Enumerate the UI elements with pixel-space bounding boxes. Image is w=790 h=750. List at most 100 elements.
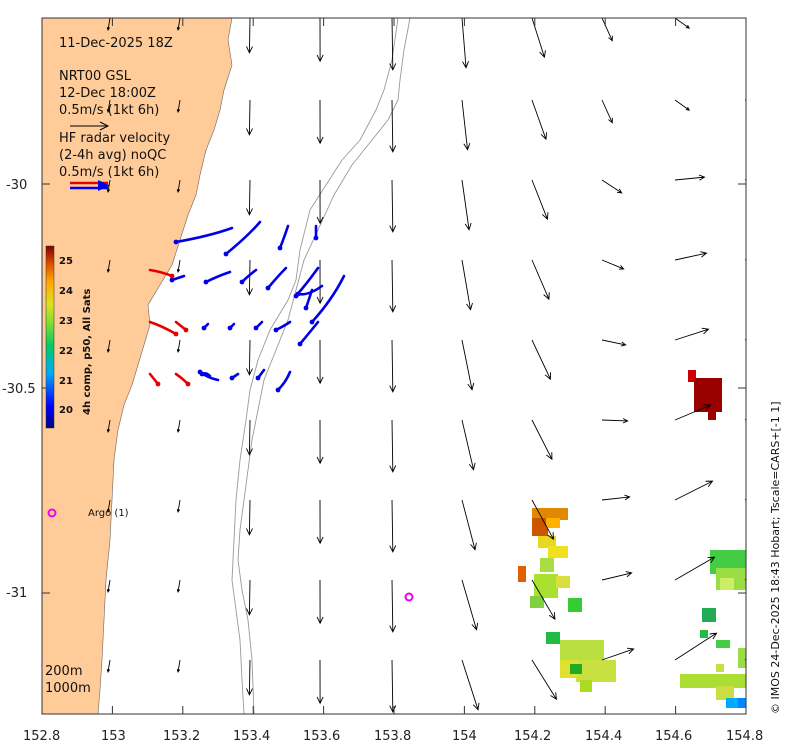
model-arrow <box>674 480 714 501</box>
model-arrow <box>246 579 253 616</box>
model-arrow <box>744 99 746 101</box>
radar-velocity-arrows <box>148 220 346 393</box>
contour-1000-label: 1000m <box>45 681 91 696</box>
model-arrow <box>744 258 746 261</box>
model-arrow <box>176 179 181 194</box>
colorbar-tick: 23 <box>59 316 73 327</box>
x-tick-label: 153.2 <box>163 729 200 744</box>
model-arrow <box>461 179 472 231</box>
radar-arrowhead <box>185 381 191 387</box>
model-arrow <box>601 494 631 501</box>
radar-arrow <box>204 270 232 284</box>
model-arrow <box>674 632 718 661</box>
radar-arrow <box>274 320 292 332</box>
model-arrow <box>176 419 181 434</box>
colorbar-tick: 24 <box>59 286 73 297</box>
model-arrow <box>461 259 473 311</box>
sst-patch-east <box>680 550 746 708</box>
radar-arrow <box>148 320 178 336</box>
model-arrow <box>744 418 746 421</box>
model-arrow <box>176 659 181 674</box>
model-arrow <box>601 99 613 124</box>
x-axis-labels: 152.8 153 153.2 153.4 153.6 153.8 154 15… <box>23 729 763 744</box>
model-arrow <box>601 179 623 194</box>
model-arrow <box>674 99 691 111</box>
x-tick-label: 153.6 <box>303 729 340 744</box>
model-arrow <box>106 259 111 274</box>
model-arrow <box>461 659 480 711</box>
model-arrow <box>674 251 708 261</box>
x-tick-label: 154 <box>452 729 477 744</box>
x-tick-label: 152.8 <box>23 729 60 744</box>
contour-legend: 200m 1000m <box>45 664 91 696</box>
model-arrow <box>246 339 253 376</box>
model-arrow <box>674 18 691 29</box>
radar-arrowhead <box>273 327 279 333</box>
model-arrow <box>316 419 324 465</box>
model-time: 12-Dec 18:00Z <box>59 86 156 101</box>
radar-arrowhead <box>173 239 179 245</box>
model-arrow <box>461 499 477 551</box>
model-arrow <box>106 18 111 32</box>
model-arrow <box>316 339 324 385</box>
radar-arrowhead <box>255 375 261 381</box>
model-arrow <box>389 419 397 473</box>
radar-arrowhead <box>297 341 303 347</box>
radar-arrowhead <box>173 331 179 337</box>
model-arrow <box>531 259 550 301</box>
model-arrow <box>601 571 633 581</box>
model-arrow <box>531 179 549 221</box>
model-arrow <box>674 556 716 581</box>
model-arrow <box>316 499 324 545</box>
model-arrow <box>461 579 479 631</box>
radar-arrowhead <box>183 327 189 333</box>
radar-arrow <box>174 226 234 244</box>
radar-arrow <box>304 288 314 310</box>
model-arrow <box>389 659 397 713</box>
argo-marker <box>404 592 414 602</box>
model-arrow <box>246 499 253 536</box>
model-arrow <box>246 99 253 136</box>
model-arrow <box>531 99 548 141</box>
model-arrow <box>744 338 746 341</box>
model-arrow <box>106 339 111 354</box>
radar-arrow <box>224 220 262 256</box>
radar-arrowhead <box>295 291 301 297</box>
model-arrow <box>316 259 324 305</box>
colorbar-tick: 20 <box>59 405 73 416</box>
model-velocity-arrows <box>106 18 746 713</box>
contour-1000m <box>237 18 411 714</box>
colorbar-tick: 21 <box>59 376 73 387</box>
radar-arrow <box>240 268 258 284</box>
model-arrow <box>246 259 253 296</box>
radar-arrowhead <box>253 325 259 331</box>
model-arrow <box>745 18 746 19</box>
model-arrow <box>461 99 471 151</box>
contour-200-label: 200m <box>45 664 82 679</box>
model-arrow <box>531 499 554 541</box>
model-arrow <box>531 579 556 621</box>
radar-arrowhead <box>239 279 245 285</box>
model-arrow <box>389 179 397 233</box>
radar-scale-arrowhead <box>98 180 110 191</box>
model-arrow <box>531 659 557 701</box>
radar-arrowhead <box>169 273 175 279</box>
model-arrow <box>389 18 397 71</box>
model-arrow <box>316 579 324 625</box>
model-arrow <box>389 499 397 553</box>
model-arrow <box>531 339 551 381</box>
radar-arrow <box>310 274 346 324</box>
radar-label-sub: (2-4h avg) noQC <box>59 148 166 163</box>
colorbar-gradient <box>45 245 55 429</box>
model-arrow <box>389 579 397 633</box>
radar-arrow <box>298 320 320 346</box>
x-tick-label: 153 <box>101 729 126 744</box>
x-tick-label: 154.2 <box>514 729 551 744</box>
model-arrow <box>744 658 746 661</box>
radar-arrow <box>266 266 288 290</box>
model-arrow <box>106 99 111 114</box>
model-arrow <box>246 659 253 696</box>
model-arrow <box>601 647 635 661</box>
colorbar-label: 4h comp, p50, All Sats <box>82 289 93 415</box>
